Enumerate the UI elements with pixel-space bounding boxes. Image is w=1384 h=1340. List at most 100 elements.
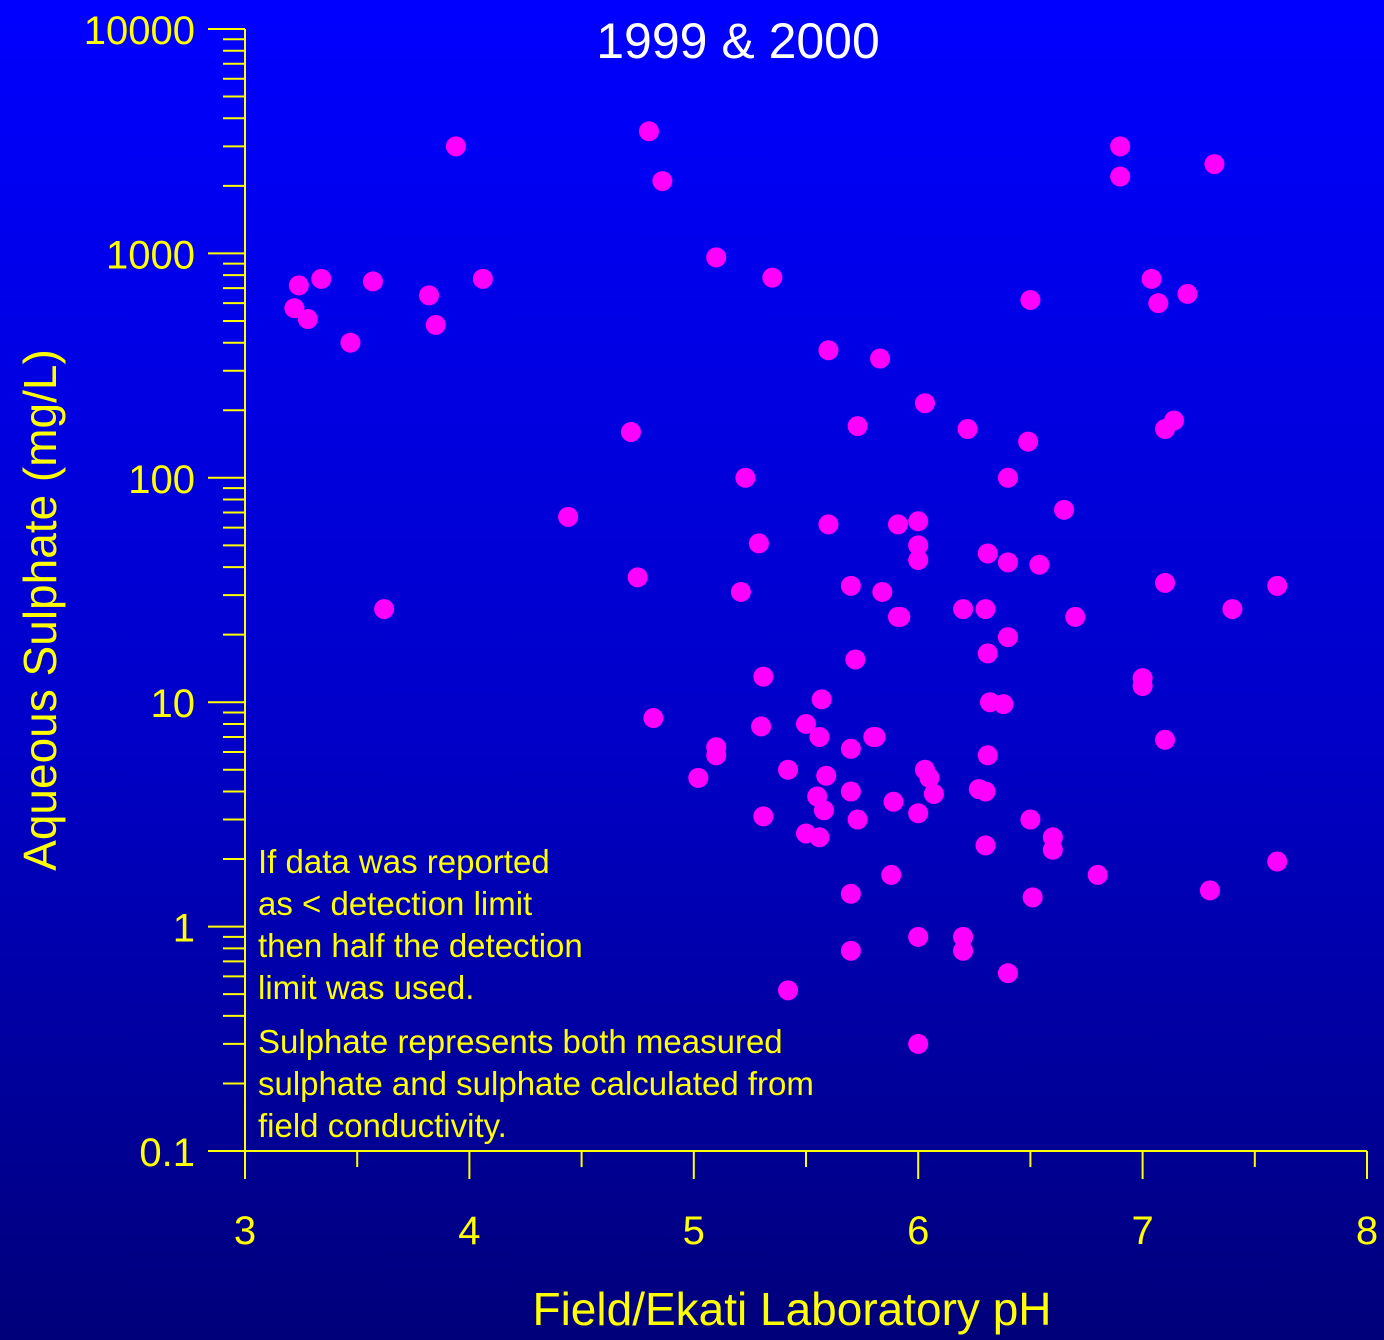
annotation-line: If data was reported	[258, 843, 550, 880]
data-point	[977, 745, 998, 766]
y-tick-label: 10000	[84, 9, 195, 53]
data-point	[975, 781, 996, 802]
data-point	[762, 267, 783, 288]
data-point	[997, 552, 1018, 573]
data-point	[1042, 839, 1063, 860]
y-tick-label: 1	[173, 907, 195, 951]
data-point	[870, 348, 891, 369]
data-point	[1018, 431, 1039, 452]
data-point	[975, 599, 996, 620]
data-point	[620, 421, 641, 442]
data-point	[809, 726, 830, 747]
data-point	[914, 393, 935, 414]
data-point	[1204, 154, 1225, 175]
data-point	[809, 827, 830, 848]
data-point	[997, 467, 1018, 488]
data-point	[311, 268, 332, 289]
data-point	[753, 806, 774, 827]
x-axis-label: Field/Ekati Laboratory pH	[532, 1283, 1051, 1335]
data-point	[1148, 293, 1169, 314]
data-point	[362, 271, 383, 292]
annotation-line: sulphate and sulphate calculated from	[258, 1065, 814, 1102]
data-point	[845, 649, 866, 670]
x-tick-label: 8	[1356, 1209, 1378, 1253]
data-point	[1222, 599, 1243, 620]
data-point	[890, 606, 911, 627]
y-tick-label: 1000	[106, 233, 195, 277]
y-tick-label: 100	[128, 458, 195, 502]
data-point	[778, 759, 799, 780]
data-point	[735, 467, 756, 488]
y-tick-label: 10	[151, 682, 196, 726]
data-point	[1267, 575, 1288, 596]
data-point	[888, 514, 909, 535]
data-point	[908, 1033, 929, 1054]
x-tick-label: 7	[1131, 1209, 1153, 1253]
data-point	[1020, 809, 1041, 830]
data-point	[908, 550, 929, 571]
data-point	[1110, 136, 1131, 157]
data-point	[751, 716, 772, 737]
data-point	[1155, 572, 1176, 593]
data-point	[872, 581, 893, 602]
data-point	[865, 726, 886, 747]
y-tick-label: 0.1	[139, 1131, 195, 1175]
data-point	[753, 666, 774, 687]
data-point	[1199, 880, 1220, 901]
data-point	[1267, 851, 1288, 872]
data-point	[706, 737, 727, 758]
data-point	[1065, 606, 1086, 627]
data-point	[643, 708, 664, 729]
data-point	[881, 864, 902, 885]
data-point	[957, 418, 978, 439]
data-point	[1022, 887, 1043, 908]
x-tick-label: 3	[234, 1209, 256, 1253]
data-point	[813, 800, 834, 821]
data-point	[472, 268, 493, 289]
data-point	[908, 926, 929, 947]
data-point	[847, 809, 868, 830]
annotation-line: then half the detection	[258, 927, 583, 964]
x-tick-label: 4	[458, 1209, 480, 1253]
data-point	[1164, 410, 1185, 431]
data-point	[883, 791, 904, 812]
data-point	[840, 738, 861, 759]
axes: 0.1 1 10 100 1000 10000 3 4 5 6 7 8	[84, 9, 1378, 1253]
data-point	[284, 298, 305, 319]
data-point	[638, 121, 659, 142]
data-point	[778, 980, 799, 1001]
data-point	[374, 599, 395, 620]
data-point	[953, 926, 974, 947]
data-point	[1029, 554, 1050, 575]
data-point	[1020, 289, 1041, 310]
data-point	[706, 247, 727, 268]
data-point	[840, 940, 861, 961]
data-point	[627, 567, 648, 588]
data-point	[1087, 864, 1108, 885]
data-point	[652, 171, 673, 192]
data-point	[975, 835, 996, 856]
x-tick-label: 5	[683, 1209, 705, 1253]
annotation-line: limit was used.	[258, 969, 474, 1006]
data-point	[953, 599, 974, 620]
data-point	[730, 581, 751, 602]
y-axis-label: Aqueous Sulphate (mg/L)	[14, 349, 66, 871]
data-point	[908, 803, 929, 824]
data-point	[977, 643, 998, 664]
data-point	[419, 285, 440, 306]
data-point	[908, 511, 929, 532]
annotation-line: field conductivity.	[258, 1107, 507, 1144]
data-point	[840, 883, 861, 904]
data-point	[997, 963, 1018, 984]
data-point	[445, 136, 466, 157]
data-point	[1155, 729, 1176, 750]
data-point	[977, 543, 998, 564]
data-point	[993, 694, 1014, 715]
data-point	[840, 781, 861, 802]
data-point	[340, 332, 361, 353]
data-point	[908, 535, 929, 556]
data-point	[558, 506, 579, 527]
data-point	[748, 533, 769, 554]
annotation-line: Sulphate represents both measured	[258, 1023, 783, 1060]
